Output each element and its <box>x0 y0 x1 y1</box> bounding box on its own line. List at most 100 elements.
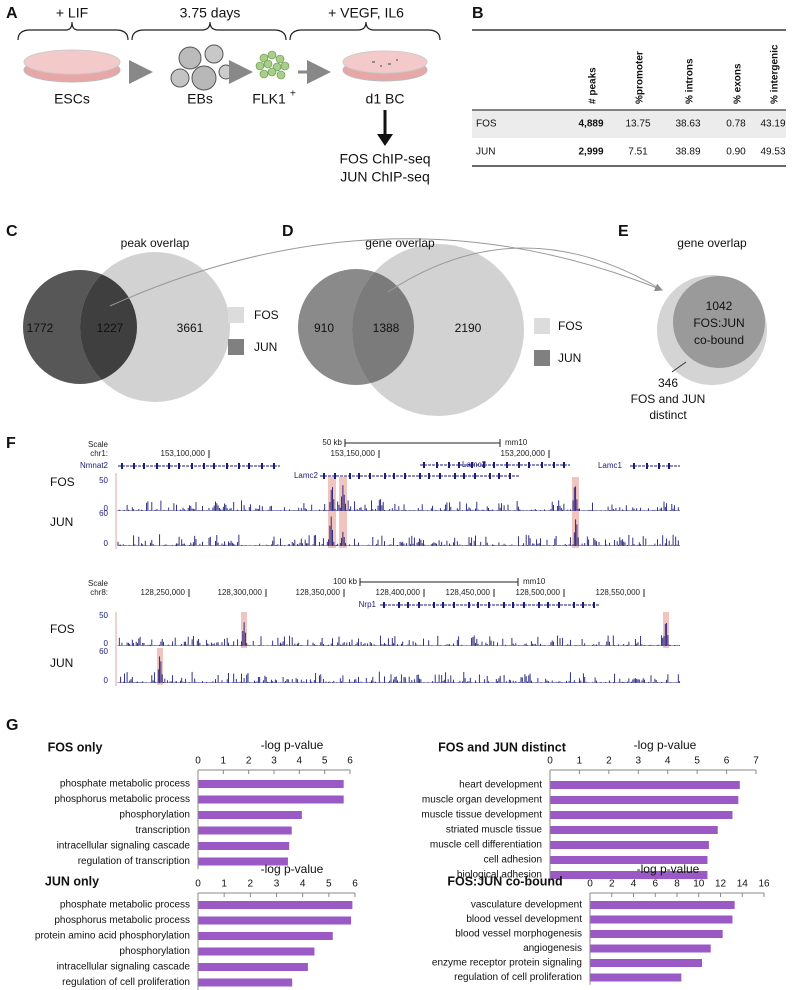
category-label: angiogenesis <box>523 943 582 954</box>
venn-graphics <box>23 238 767 416</box>
coordinate-label: 153,200,000 <box>501 449 546 458</box>
category-label: vasculature development <box>471 900 582 911</box>
scale-bar-label: 100 kb <box>333 577 358 586</box>
venn-title: gene overlap <box>677 236 747 250</box>
venn-title: gene overlap <box>365 236 435 250</box>
coordinate-label: 128,250,000 <box>141 588 186 597</box>
bar <box>590 901 735 909</box>
table-cell: 38.63 <box>675 119 700 130</box>
bar <box>550 871 708 879</box>
bar <box>198 963 308 971</box>
bar <box>198 901 353 909</box>
track-min: 0 <box>104 504 109 513</box>
bar <box>550 796 739 804</box>
x-tick-label: 0 <box>547 756 553 767</box>
column-header: % exons <box>733 63 744 104</box>
output-label: JUN ChIP-seq <box>340 169 429 185</box>
track-min: 0 <box>104 676 109 685</box>
venn-count: 910 <box>314 321 334 335</box>
bar <box>198 947 315 956</box>
assembly-label: mm10 <box>523 577 546 586</box>
table-cell: 49.53 <box>760 147 785 158</box>
x-tick-label: 3 <box>271 756 277 767</box>
venn-outer-label: distinct <box>649 408 687 422</box>
peak-highlight <box>572 477 579 548</box>
row-label: FOS <box>476 119 497 130</box>
x-tick-label: 2 <box>609 879 615 890</box>
bar <box>590 930 723 938</box>
gene-exons <box>323 473 511 479</box>
bar <box>198 857 288 866</box>
stage-label: ESCs <box>54 91 90 107</box>
x-tick-label: 4 <box>297 756 303 767</box>
category-label: regulation of transcription <box>78 856 190 867</box>
category-label: regulation of cell proliferation <box>454 972 582 983</box>
table-cell: 43.19 <box>760 119 785 130</box>
workflow-graphics <box>17 21 441 146</box>
x-tick-label: 4 <box>665 756 671 767</box>
bar <box>198 842 290 850</box>
gene-label: Lamc2 <box>462 460 487 469</box>
x-tick-label: 10 <box>693 879 705 890</box>
peak-highlight <box>339 477 347 548</box>
category-label: phosphate metabolic process <box>60 779 190 790</box>
coordinate-label: 153,150,000 <box>331 449 376 458</box>
category-label: blood vessel morphogenesis <box>455 929 582 940</box>
stage-superscript: + <box>290 89 296 100</box>
category-label: cell adhesion <box>484 855 542 866</box>
track-min: 0 <box>104 539 109 548</box>
panel-label: G <box>6 717 18 734</box>
track-max: 50 <box>99 611 108 620</box>
venn-inner-label: FOS:JUN <box>693 316 744 330</box>
category-label: phosphorylation <box>119 810 190 821</box>
table-cell: 4,889 <box>578 119 603 130</box>
category-label: phosphate metabolic process <box>60 900 190 911</box>
coordinate-label: 128,450,000 <box>446 588 491 597</box>
venn-outer-label: FOS and JUN <box>631 392 706 406</box>
x-tick-label: 0 <box>587 879 593 890</box>
bar <box>590 915 733 924</box>
category-label: blood vessel development <box>466 914 582 925</box>
category-label: intracellular signaling cascade <box>57 841 191 852</box>
table-cell: 0.90 <box>726 147 746 158</box>
panel-label: D <box>282 223 294 240</box>
bar <box>198 811 302 819</box>
x-tick-label: 4 <box>631 879 637 890</box>
category-label: protein amino acid phosphorylation <box>35 931 190 942</box>
bar <box>198 932 333 940</box>
axis-label: -log p-value <box>634 738 697 752</box>
venn-outer-label: 346 <box>658 376 678 390</box>
x-tick-label: 0 <box>195 756 201 767</box>
stage-label: FLK1 <box>252 91 286 107</box>
bar <box>198 826 292 835</box>
step-label: + LIF <box>56 5 88 21</box>
peak-highlight <box>328 477 336 548</box>
chart-title: FOS and JUN distinct <box>438 740 567 754</box>
coordinate-label: 128,500,000 <box>516 588 561 597</box>
scale-bar-ends <box>344 439 501 447</box>
track-max: 60 <box>99 509 108 518</box>
gene-label: Nrp1 <box>359 600 377 609</box>
category-label: intracellular signaling cascade <box>57 962 191 973</box>
x-tick-label: 6 <box>352 879 358 890</box>
axis-label: -log p-value <box>637 862 700 876</box>
legend-label: JUN <box>558 351 581 365</box>
scale-label: Scale <box>88 440 109 449</box>
chart-title: JUN only <box>45 874 99 888</box>
panel-label: E <box>618 223 629 240</box>
panel-label: B <box>472 5 484 22</box>
panel-label: F <box>6 435 16 452</box>
gene-label: Lamc1 <box>598 461 623 470</box>
stage-label: d1 BC <box>366 91 405 107</box>
x-tick-label: 5 <box>694 756 700 767</box>
bar <box>590 973 682 982</box>
venn-inner-label: 1042 <box>706 299 733 313</box>
table-cell: 7.51 <box>628 147 648 158</box>
bar <box>550 826 718 834</box>
bar <box>550 856 708 864</box>
bar <box>550 811 733 819</box>
signal-track <box>117 485 681 511</box>
table-cell: 2,999 <box>578 147 603 158</box>
row-label: JUN <box>476 147 495 158</box>
